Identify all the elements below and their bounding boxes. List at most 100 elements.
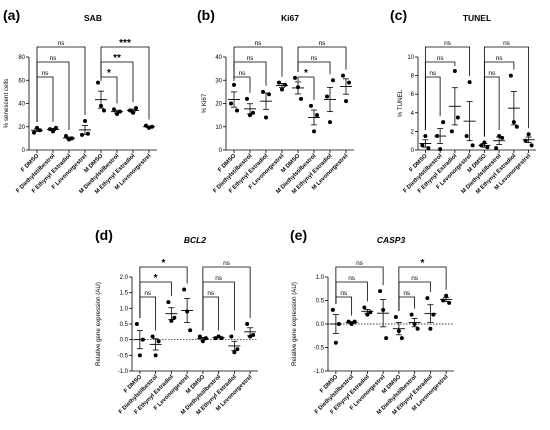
data-point xyxy=(365,312,370,317)
data-point xyxy=(333,340,338,345)
significance-label: ns xyxy=(348,275,356,282)
data-point xyxy=(449,129,454,134)
chart-title: TUNEL xyxy=(463,13,491,23)
data-point xyxy=(444,293,449,298)
data-point xyxy=(312,129,316,134)
data-point xyxy=(399,336,404,341)
data-point xyxy=(423,134,428,139)
y-axis-label: % senescent cells xyxy=(3,79,10,129)
significance-bracket xyxy=(424,46,471,131)
data-point xyxy=(102,108,106,113)
data-point xyxy=(393,314,398,319)
y-tick-label: 1.0 xyxy=(316,275,325,281)
significance-bracket xyxy=(335,296,353,316)
y-axis-label: % TUNEL xyxy=(397,89,404,117)
y-tick-label: 80 xyxy=(18,55,25,61)
y-tick-label: 1.5 xyxy=(120,291,129,297)
significance-label: ns xyxy=(223,260,231,267)
data-point xyxy=(523,138,528,143)
data-point xyxy=(96,80,100,85)
data-point xyxy=(431,312,436,317)
y-tick-label: 6 xyxy=(411,92,415,98)
panel-letter: (e) xyxy=(290,227,307,243)
y-tick-label: 2.0 xyxy=(120,275,129,281)
data-point xyxy=(428,326,433,331)
data-point xyxy=(315,113,319,118)
y-tick-label: 0 xyxy=(22,148,26,154)
panel-letter: (d) xyxy=(95,227,113,243)
data-point xyxy=(464,134,469,139)
data-point xyxy=(441,298,446,303)
data-point xyxy=(245,322,250,326)
significance-bracket xyxy=(297,46,347,72)
significance-bracket xyxy=(335,266,384,304)
y-tick-label: 0 xyxy=(411,148,415,154)
data-point xyxy=(470,143,475,148)
significance-label: * xyxy=(154,273,158,284)
data-point xyxy=(80,132,84,137)
significance-bracket xyxy=(36,76,54,122)
y-tick-label: 30 xyxy=(215,78,222,84)
y-tick-label: 2 xyxy=(411,129,415,135)
significance-label: ns xyxy=(356,260,364,267)
significance-label: ns xyxy=(403,290,411,297)
data-point xyxy=(153,353,158,358)
significance-label: ns xyxy=(488,70,496,77)
significance-label: * xyxy=(304,68,308,79)
chart-title: BCL2 xyxy=(184,235,206,245)
y-tick-label: 0 xyxy=(219,148,223,154)
data-point xyxy=(447,300,452,305)
significance-bracket xyxy=(483,46,530,137)
significance-label: ns xyxy=(496,55,504,62)
data-point xyxy=(438,147,443,152)
data-point xyxy=(293,75,297,80)
significance-label: ns xyxy=(239,70,247,77)
y-tick-label: -0.5 xyxy=(314,346,325,352)
data-point xyxy=(378,289,383,294)
significance-label: * xyxy=(162,258,166,269)
y-tick-label: 0.0 xyxy=(120,338,129,344)
y-tick-label: -1.0 xyxy=(314,369,325,375)
y-tick-label: -1.0 xyxy=(118,369,129,375)
chart-panel-5: (e) CASP3 -1.0 -0.5 0.0 0.5 1.0 Relative gene e… xyxy=(290,227,454,416)
data-point xyxy=(232,350,237,355)
data-point xyxy=(452,68,457,73)
data-point xyxy=(330,307,335,312)
panel-letter: (a) xyxy=(3,7,20,23)
data-point xyxy=(166,300,171,305)
data-point xyxy=(347,80,351,85)
significance-label: *** xyxy=(119,38,131,49)
significance-label: ns xyxy=(247,55,255,62)
data-point xyxy=(172,315,177,320)
significance-label: ns xyxy=(444,40,452,47)
data-point xyxy=(426,146,431,151)
data-point xyxy=(529,143,534,148)
data-point xyxy=(344,99,348,104)
data-point xyxy=(64,134,68,139)
data-point xyxy=(508,73,513,78)
data-point xyxy=(112,107,116,112)
significance-label: ns xyxy=(255,40,263,47)
data-point xyxy=(409,312,414,317)
data-point xyxy=(134,106,138,111)
data-point xyxy=(264,115,268,120)
significance-label: ns xyxy=(503,40,511,47)
significance-label: * xyxy=(107,68,111,79)
data-point xyxy=(67,137,71,142)
significance-label: ns xyxy=(319,40,327,47)
data-point xyxy=(328,120,332,125)
significance-label: ns xyxy=(50,55,58,62)
data-point xyxy=(384,336,389,341)
y-tick-label: 0.5 xyxy=(316,299,325,305)
data-point xyxy=(32,130,36,135)
y-tick-label: 40 xyxy=(18,102,25,108)
data-point xyxy=(197,334,202,339)
data-point xyxy=(188,328,193,333)
data-point xyxy=(455,115,460,120)
data-point xyxy=(368,310,373,315)
significance-bracket xyxy=(233,76,251,93)
significance-bracket xyxy=(100,76,118,104)
